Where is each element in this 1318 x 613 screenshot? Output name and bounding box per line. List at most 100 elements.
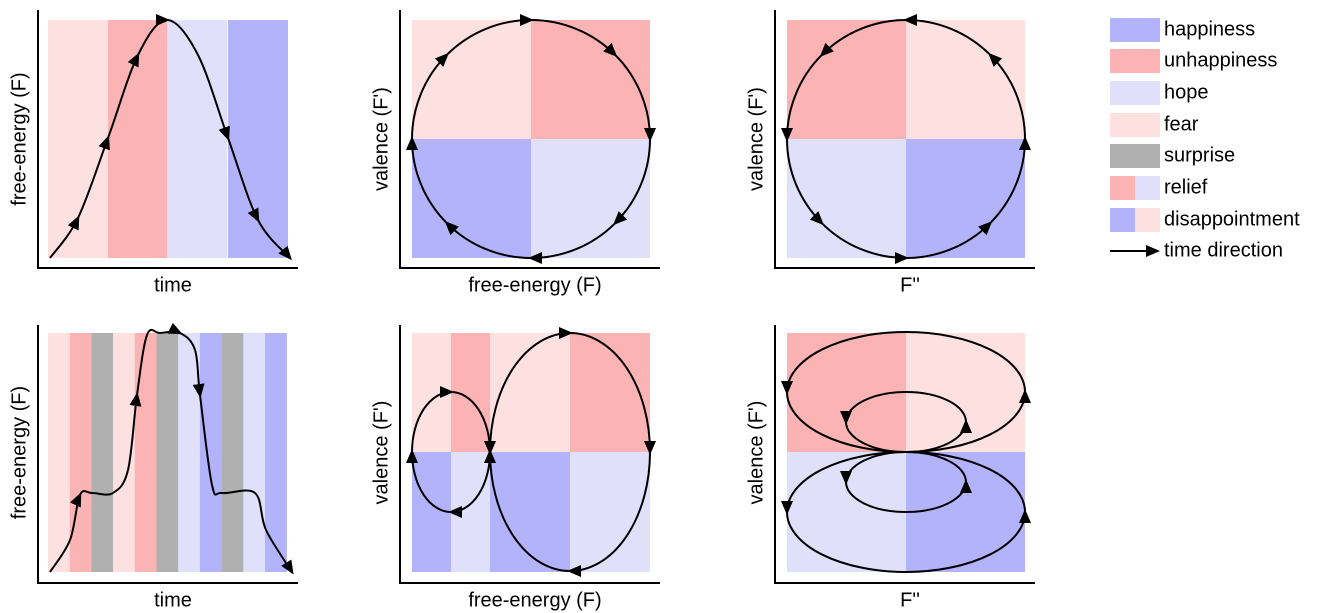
trajectory xyxy=(448,451,491,518)
trajectory xyxy=(211,484,223,496)
trajectory xyxy=(786,138,824,226)
emotion-region xyxy=(906,452,1025,572)
trajectory xyxy=(411,52,449,140)
trajectory xyxy=(484,449,571,572)
legend-swatch xyxy=(1110,144,1160,168)
emotion-region xyxy=(69,333,92,572)
emotion-region xyxy=(48,20,108,258)
trajectory xyxy=(489,327,573,453)
x-axis-label: time xyxy=(154,274,192,296)
trajectory xyxy=(127,392,142,471)
emotion-region xyxy=(787,333,906,452)
trajectory xyxy=(166,19,199,56)
trajectory xyxy=(77,135,110,219)
y-axis-label: free-energy (F) xyxy=(8,72,30,205)
trajectory xyxy=(903,14,991,56)
emotion-region xyxy=(787,139,906,258)
trajectory xyxy=(845,479,972,513)
trajectory xyxy=(567,451,651,577)
legend-label: surprise xyxy=(1164,144,1235,166)
legend-swatch xyxy=(1110,81,1160,105)
trajectory xyxy=(840,391,967,425)
legend-label: time direction xyxy=(1164,239,1283,261)
trajectory xyxy=(159,322,183,335)
emotion-region xyxy=(156,333,179,572)
trajectory xyxy=(227,137,260,223)
trajectory xyxy=(819,19,907,57)
emotion-region xyxy=(228,20,288,258)
emotion-region xyxy=(490,452,570,572)
trajectory xyxy=(781,331,1026,395)
x-axis-label: free-energy (F) xyxy=(468,274,601,296)
trajectory xyxy=(444,221,532,259)
emotion-region xyxy=(91,333,114,572)
trajectory xyxy=(112,469,129,494)
emotion-region xyxy=(412,20,531,139)
axis xyxy=(774,325,1035,584)
trajectory xyxy=(79,490,93,496)
trajectory xyxy=(988,52,1026,140)
y-axis-label: valence (F') xyxy=(370,87,392,191)
trajectory xyxy=(192,349,205,398)
legend-swatch xyxy=(1135,208,1160,232)
trajectory xyxy=(528,222,616,264)
trajectory xyxy=(840,451,967,485)
legend-swatch xyxy=(1135,176,1160,200)
trajectory xyxy=(613,138,651,226)
trajectory xyxy=(107,52,140,139)
trajectory xyxy=(614,54,656,142)
emotion-region xyxy=(134,333,157,572)
trajectory xyxy=(199,394,213,486)
trajectory xyxy=(406,136,448,224)
trajectory xyxy=(257,219,292,261)
legend-label: disappointment xyxy=(1164,208,1300,230)
trajectory xyxy=(411,386,454,453)
emotion-region xyxy=(490,333,570,452)
trajectory xyxy=(905,221,993,259)
emotion-region xyxy=(531,20,650,139)
trajectory xyxy=(821,222,909,264)
x-axis-label: time xyxy=(154,589,192,611)
x-axis-label: free-energy (F) xyxy=(468,589,601,611)
legend-label: hope xyxy=(1164,81,1209,103)
emotion-region xyxy=(167,20,227,258)
emotion-region xyxy=(221,333,244,572)
axis xyxy=(399,10,660,269)
emotion-region xyxy=(412,139,531,258)
legend-label: relief xyxy=(1164,176,1208,198)
axis xyxy=(774,10,1035,269)
trajectory xyxy=(137,14,170,56)
trajectory xyxy=(569,332,656,455)
emotion-region xyxy=(570,333,650,452)
trajectory xyxy=(136,334,148,396)
trajectory xyxy=(446,14,534,56)
axis xyxy=(399,325,660,584)
y-axis-label: free-energy (F) xyxy=(8,386,30,519)
emotion-region xyxy=(199,333,222,572)
emotion-region xyxy=(570,452,650,572)
trajectory xyxy=(221,489,256,495)
trajectory xyxy=(146,328,161,336)
trajectory xyxy=(49,215,80,259)
y-axis-label: valence (F') xyxy=(745,401,767,505)
trajectory xyxy=(989,136,1031,224)
x-axis-label: F'' xyxy=(900,274,920,296)
emotion-region xyxy=(243,333,266,572)
trajectory xyxy=(49,539,71,573)
trajectory xyxy=(530,19,618,57)
trajectory xyxy=(91,491,114,496)
trajectory xyxy=(406,449,452,513)
trajectory xyxy=(786,509,1031,573)
trajectory xyxy=(197,54,230,141)
legend-swatch xyxy=(1110,18,1160,42)
emotion-region xyxy=(906,20,1025,139)
trajectory xyxy=(69,492,82,541)
trajectory xyxy=(254,492,267,531)
legend-label: unhappiness xyxy=(1164,49,1277,71)
emotion-region xyxy=(48,333,70,572)
legend-swatch xyxy=(1110,49,1160,73)
emotion-region xyxy=(906,139,1025,258)
legend-label: fear xyxy=(1164,113,1199,135)
legend-swatch xyxy=(1110,208,1135,232)
